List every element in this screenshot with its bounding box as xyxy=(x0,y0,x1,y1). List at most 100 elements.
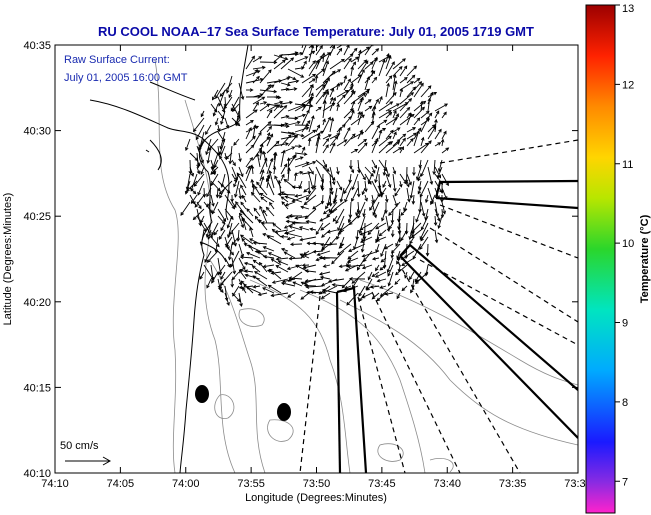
current-vector xyxy=(284,251,296,259)
current-vector xyxy=(350,56,359,63)
current-vector-head xyxy=(419,236,423,241)
current-vector xyxy=(308,130,324,140)
current-vector xyxy=(308,173,314,190)
current-vector-head xyxy=(211,202,215,207)
current-vector-head xyxy=(215,95,219,100)
current-vector-head xyxy=(410,230,414,235)
current-vector-head xyxy=(365,287,370,291)
current-vector xyxy=(301,161,316,168)
current-vector-head xyxy=(393,73,397,78)
current-vector-head xyxy=(192,190,197,195)
current-vector-head xyxy=(355,56,360,61)
current-vector xyxy=(315,91,326,105)
current-vector-head xyxy=(287,278,292,282)
current-vector xyxy=(415,208,422,222)
y-tick-label: 40:35 xyxy=(23,40,51,52)
current-vector xyxy=(219,180,233,195)
current-vector-head xyxy=(395,113,399,118)
current-vector-head xyxy=(435,110,440,115)
current-vector xyxy=(356,229,359,240)
current-vector-head xyxy=(288,276,292,280)
current-vector-head xyxy=(312,73,317,78)
current-vector-head xyxy=(259,205,263,210)
current-vector-head xyxy=(437,142,442,146)
y-tick-label: 40:30 xyxy=(23,126,51,138)
current-vector-head xyxy=(430,201,434,206)
current-vector-head xyxy=(306,290,310,295)
current-vector xyxy=(259,262,268,273)
current-vector xyxy=(343,78,351,91)
current-vector xyxy=(217,285,224,293)
current-vector xyxy=(287,104,305,112)
current-vector-head xyxy=(312,249,317,254)
current-vector-head xyxy=(254,68,258,73)
current-vector xyxy=(348,215,352,223)
current-vector xyxy=(343,133,356,147)
current-vector xyxy=(358,285,366,297)
current-vector xyxy=(403,201,408,211)
current-vector-head xyxy=(225,89,230,94)
current-vector xyxy=(308,45,314,49)
current-vector-head xyxy=(302,104,307,108)
current-vector xyxy=(364,194,368,202)
current-vector-head xyxy=(312,160,317,165)
current-vector xyxy=(272,229,282,238)
current-vector-head xyxy=(211,171,216,176)
x-axis-label: Longitude (Degrees:Minutes) xyxy=(245,492,387,504)
current-vector xyxy=(217,96,225,113)
current-vector-head xyxy=(373,76,378,81)
current-vector xyxy=(315,136,320,154)
current-vector xyxy=(315,55,323,70)
current-vector-head xyxy=(347,255,352,260)
current-vector xyxy=(321,180,324,189)
current-vector xyxy=(350,132,364,140)
current-vector-head xyxy=(225,155,230,160)
current-vector xyxy=(262,209,268,217)
current-vector xyxy=(287,52,298,56)
current-vector xyxy=(383,250,387,269)
current-vector xyxy=(306,187,317,201)
current-vector-head xyxy=(262,232,267,237)
current-vector xyxy=(240,185,247,196)
current-vector-head xyxy=(400,146,404,151)
current-vector-head xyxy=(289,100,294,105)
current-vector-head xyxy=(279,100,284,105)
current-vector-head xyxy=(304,269,309,273)
current-vector-head xyxy=(301,263,306,268)
current-vector-head xyxy=(393,91,397,96)
current-vector-head xyxy=(392,170,397,175)
current-vector xyxy=(433,159,436,175)
current-vector-head xyxy=(428,140,432,144)
current-vector-head xyxy=(427,97,432,102)
current-vector-head xyxy=(205,131,209,136)
current-vector xyxy=(231,166,238,180)
current-vector xyxy=(294,152,307,155)
current-vector xyxy=(434,229,438,243)
current-vector xyxy=(371,166,376,174)
current-vector-head xyxy=(249,238,253,242)
current-vector xyxy=(337,243,352,256)
current-vector-head xyxy=(380,253,384,258)
current-vector xyxy=(322,285,338,294)
current-vector-head xyxy=(282,279,287,283)
current-vector-head xyxy=(226,224,231,229)
current-vector xyxy=(419,180,429,197)
current-vector xyxy=(357,142,368,154)
current-vector xyxy=(437,166,443,179)
current-vector xyxy=(343,91,356,105)
current-vector-head xyxy=(272,223,277,227)
current-vector-head xyxy=(298,144,303,149)
current-vector-head xyxy=(320,185,324,190)
current-vector-head xyxy=(196,162,201,167)
current-vector-head xyxy=(254,249,259,254)
current-vector xyxy=(399,107,410,119)
current-vector-head xyxy=(279,54,283,58)
current-vector xyxy=(339,222,352,232)
current-vector xyxy=(398,215,401,230)
current-vector-head xyxy=(333,198,337,203)
current-vector xyxy=(229,145,233,164)
current-vector-head xyxy=(375,238,380,242)
current-vector xyxy=(392,147,402,154)
current-vector-head xyxy=(325,144,329,149)
x-tick-label: 74:10 xyxy=(41,478,69,490)
